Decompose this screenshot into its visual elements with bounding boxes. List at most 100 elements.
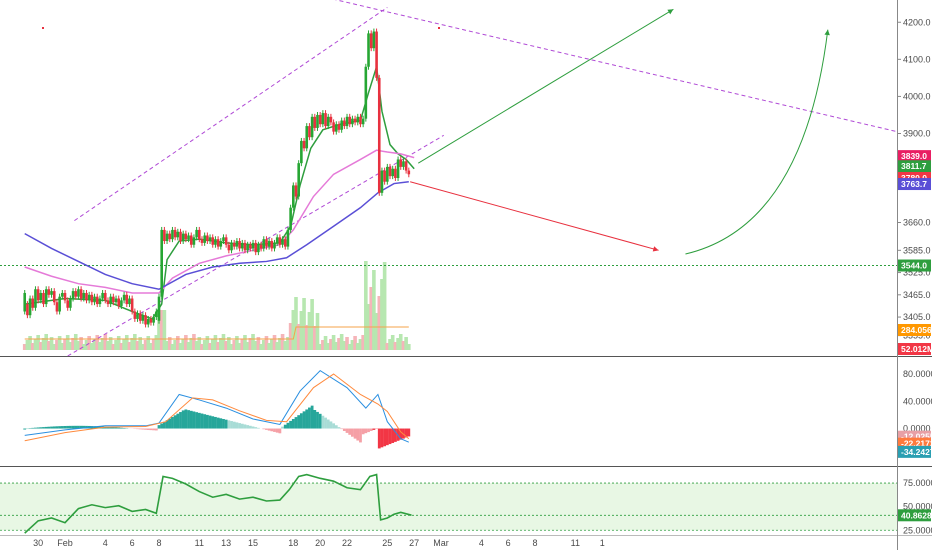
rsi-tick-label: 50.0000 — [903, 502, 932, 512]
candle-body — [206, 235, 209, 242]
macd-histogram-bar — [203, 414, 207, 429]
candle-body — [386, 166, 389, 182]
macd-histogram-bar — [321, 415, 325, 429]
volume-bar — [329, 339, 333, 350]
macd-histogram-bar — [334, 425, 338, 429]
bullish-arrow-shaft — [417, 8, 674, 164]
macd-histogram-bar — [329, 421, 333, 429]
volume-bar — [63, 339, 67, 350]
candle-body — [47, 289, 51, 295]
candle-body — [93, 296, 96, 303]
time-tick-label: 22 — [342, 538, 352, 548]
candle-body — [380, 170, 384, 193]
candle-body — [173, 229, 177, 238]
macd-histogram-bar — [256, 427, 260, 429]
volume-bar — [396, 338, 400, 350]
macd-histogram-bar — [372, 428, 376, 430]
rsi-tick-label: 25.0000 — [903, 525, 932, 535]
price-tick-label: 4100.0 — [903, 54, 931, 64]
macd-histogram-bar — [348, 428, 352, 435]
time-tick-label: 6 — [506, 538, 511, 548]
macd-histogram-bar — [208, 415, 212, 429]
volume-bar — [184, 335, 188, 350]
macd-histogram-bar — [34, 427, 37, 429]
volume-bar — [229, 344, 234, 350]
volume-bar — [116, 336, 121, 350]
candle-body — [208, 237, 212, 242]
macd-histogram-bar — [318, 413, 322, 429]
macd-histogram-bar — [157, 425, 161, 429]
time-tick-label: 30 — [33, 538, 43, 548]
candle-body — [308, 126, 311, 138]
macd-histogram-bar — [55, 426, 59, 429]
candle-body — [396, 159, 400, 178]
time-tick-label: 8 — [533, 538, 538, 548]
macd-histogram-bar — [50, 426, 53, 429]
volume-ma-line — [24, 326, 409, 340]
volume-bar — [49, 337, 54, 350]
price-tag-bg — [898, 259, 931, 272]
volume-bar — [398, 334, 403, 350]
candle-body — [122, 294, 126, 301]
price-tick-label: 3900.0 — [903, 129, 931, 139]
volume-bar — [318, 344, 322, 350]
volume-bar — [355, 343, 360, 350]
volume-bar — [227, 337, 231, 350]
volume-bar — [296, 324, 301, 350]
rsi-tag-bg — [898, 509, 931, 522]
candle-body — [52, 291, 56, 303]
candle-body — [294, 185, 298, 197]
candle-body — [404, 161, 408, 171]
volume-bar — [401, 341, 406, 350]
volume-bar — [170, 344, 175, 350]
candle-body — [227, 244, 231, 251]
candle-body — [407, 170, 411, 175]
time-tick-label: 25 — [382, 538, 392, 548]
macd-histogram-bar — [39, 427, 43, 429]
volume-bar — [68, 342, 73, 350]
macd-histogram-bar — [385, 428, 389, 446]
macd-histogram-bar — [187, 410, 190, 429]
macd-histogram-bar — [377, 428, 381, 449]
volume-bar — [213, 335, 218, 350]
macd-histogram-bar — [181, 410, 185, 429]
bullish-curve-arrow — [685, 29, 830, 255]
macd-histogram-bar — [77, 425, 80, 429]
volume-ma-tag: 284.056M — [898, 324, 932, 336]
volume-bar — [52, 344, 57, 350]
volume-bar — [103, 334, 108, 350]
resistance-line — [334, 0, 898, 133]
macd-histogram-bar — [211, 416, 215, 429]
bullish-arrow-head — [667, 9, 674, 15]
candle-body — [179, 231, 182, 242]
macd-histogram-bar — [273, 428, 276, 432]
volume-bar — [388, 339, 392, 350]
rsi-band — [0, 483, 897, 531]
volume-bar — [342, 341, 347, 350]
candle-body — [160, 229, 163, 297]
candle-body — [28, 298, 32, 316]
macd-histogram-bar — [63, 425, 67, 429]
macd-histogram-bar — [393, 428, 397, 442]
volume-bar — [138, 337, 143, 350]
price-tag: 3763.7 — [898, 178, 931, 191]
macd-histogram-bar — [345, 428, 349, 433]
macd-histogram-bar — [356, 428, 360, 441]
macd-histogram-bar — [281, 426, 284, 429]
candle-body — [356, 116, 360, 123]
volume-bar — [55, 340, 59, 350]
volume-bar — [216, 342, 220, 350]
macd-histogram-bar — [243, 424, 247, 429]
volume-bar — [390, 335, 395, 350]
volume-bar — [186, 342, 191, 350]
macd-histogram-bar — [353, 428, 357, 439]
volume-bar — [288, 323, 293, 350]
time-tick-label: 1 — [600, 538, 605, 548]
volume-bar — [205, 336, 210, 350]
macd-histogram-bar — [23, 428, 27, 430]
volume-bar — [350, 340, 355, 350]
candle-body — [187, 235, 190, 240]
candle-body — [74, 291, 78, 297]
event-marker — [438, 27, 440, 29]
